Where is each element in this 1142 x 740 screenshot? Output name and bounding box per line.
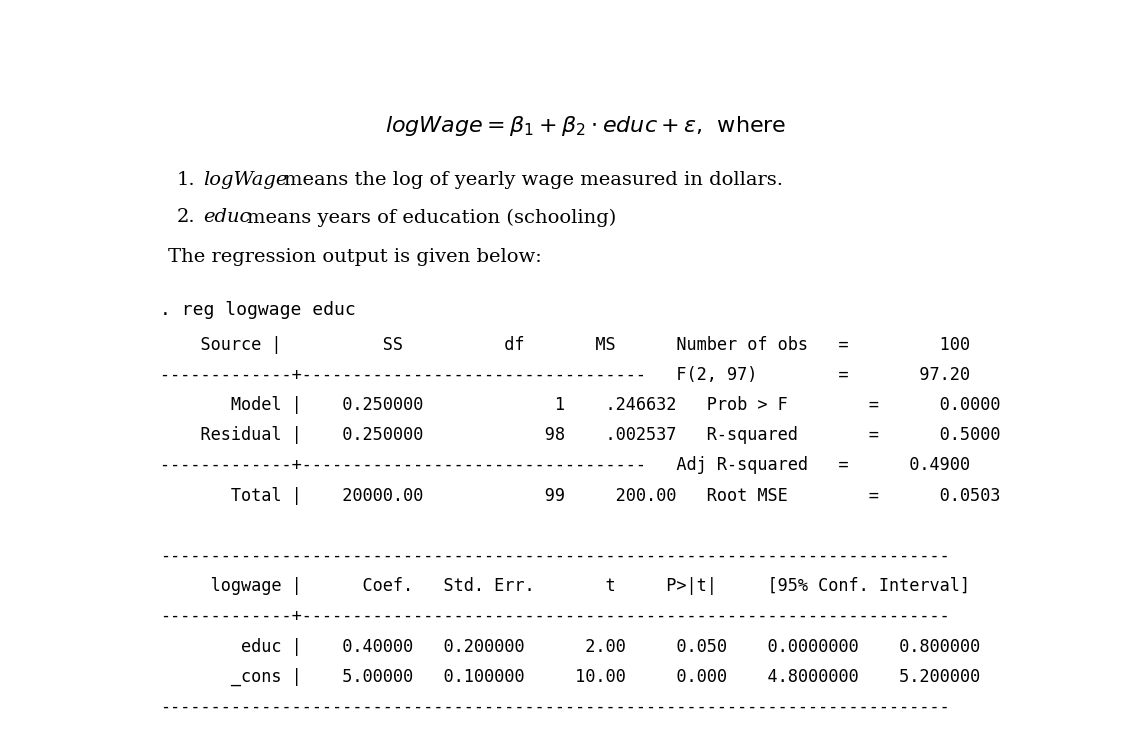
Text: $\mathit{logWage} = \beta_1 + \beta_2 \cdot \mathit{educ} + \epsilon$,  where: $\mathit{logWage} = \beta_1 + \beta_2 \c… (385, 115, 786, 138)
Text: Model |    0.250000             1    .246632   Prob > F        =      0.0000: Model | 0.250000 1 .246632 Prob > F = 0.… (160, 396, 1000, 414)
Text: The regression output is given below:: The regression output is given below: (168, 249, 541, 266)
Text: . reg logwage educ: . reg logwage educ (160, 300, 356, 319)
Text: _cons |    5.00000   0.100000     10.00     0.000    4.8000000    5.200000: _cons | 5.00000 0.100000 10.00 0.000 4.8… (160, 667, 981, 686)
Text: 2.: 2. (176, 209, 195, 226)
Text: means the log of yearly wage measured in dollars.: means the log of yearly wage measured in… (284, 172, 783, 189)
Text: means years of education (schooling): means years of education (schooling) (247, 209, 617, 226)
Text: educ |    0.40000   0.200000      2.00     0.050    0.0000000    0.800000: educ | 0.40000 0.200000 2.00 0.050 0.000… (160, 638, 981, 656)
Text: 1.: 1. (176, 172, 195, 189)
Text: -------------+----------------------------------------------------------------: -------------+--------------------------… (160, 608, 950, 625)
Text: Source |          SS          df       MS      Number of obs   =         100: Source | SS df MS Number of obs = 100 (160, 335, 971, 354)
Text: Residual |    0.250000            98    .002537   R-squared       =      0.5000: Residual | 0.250000 98 .002537 R-squared… (160, 426, 1000, 444)
Text: logWage: logWage (203, 172, 288, 189)
Text: Total |    20000.00            99     200.00   Root MSE        =      0.0503: Total | 20000.00 99 200.00 Root MSE = 0.… (160, 486, 1000, 505)
Text: logwage |      Coef.   Std. Err.       t     P>|t|     [95% Conf. Interval]: logwage | Coef. Std. Err. t P>|t| [95% C… (160, 577, 971, 595)
Text: ------------------------------------------------------------------------------: ----------------------------------------… (160, 547, 950, 565)
Text: educ: educ (203, 209, 250, 226)
Text: -------------+----------------------------------   Adj R-squared   =      0.4900: -------------+--------------------------… (160, 457, 971, 474)
Text: -------------+----------------------------------   F(2, 97)        =       97.20: -------------+--------------------------… (160, 366, 971, 384)
Text: ------------------------------------------------------------------------------: ----------------------------------------… (160, 698, 950, 716)
